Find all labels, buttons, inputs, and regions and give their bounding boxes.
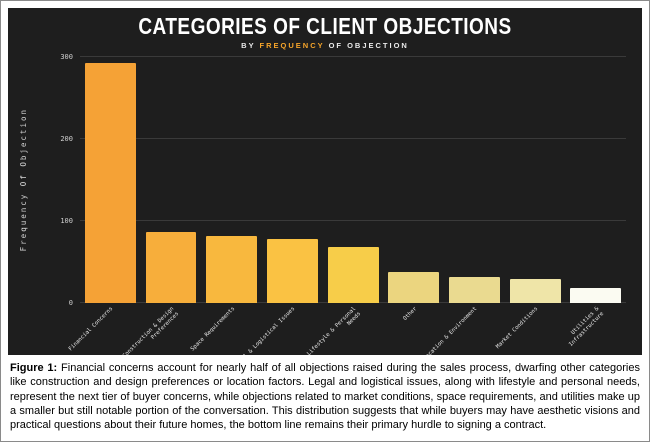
- bar-8: [570, 288, 622, 303]
- bar-2: [206, 235, 258, 303]
- subtitle-highlight: Frequency: [259, 41, 325, 50]
- figure-caption-label: Figure 1:: [10, 362, 58, 374]
- bar-4: [327, 247, 379, 303]
- bar-3: [266, 239, 318, 303]
- figure-caption-text: Financial concerns account for nearly ha…: [10, 362, 640, 432]
- bar-slot: [444, 57, 505, 303]
- bars: [80, 57, 626, 303]
- y-tick-label-300: 300: [60, 53, 73, 61]
- subtitle-prefix: By: [241, 41, 260, 50]
- y-axis-label: Frequency Of Objection: [18, 108, 28, 252]
- gridline-100: [80, 220, 626, 221]
- y-tick-label-200: 200: [60, 135, 73, 143]
- bar-slot: [262, 57, 323, 303]
- x-tick-label-2: Space Requirements: [189, 306, 236, 353]
- bar-0: [84, 62, 136, 303]
- bar-slot: [201, 57, 262, 303]
- bar-slot: [80, 57, 141, 303]
- figure-caption: Figure 1: Financial concerns account for…: [8, 355, 642, 432]
- bar-slot: [141, 57, 202, 303]
- x-tick-label-1: Construction & Design Preferences: [121, 306, 180, 355]
- x-tick-wrap: Utilities & Infrastructure: [512, 306, 605, 348]
- y-tick-label-0: 0: [68, 299, 73, 307]
- bar-5: [388, 271, 440, 303]
- subtitle-suffix: of Objection: [324, 41, 409, 50]
- bar-1: [145, 232, 197, 303]
- x-tick-label-6: Location & Environment: [422, 306, 479, 355]
- chart-subtitle: By Frequency of Objection: [8, 41, 642, 50]
- x-tick-label-4: Lifestyle & Personal Needs: [306, 306, 362, 355]
- bar-slot: [323, 57, 384, 303]
- chart-title: Categories of Client Objections: [138, 14, 512, 40]
- chart-panel: Categories of Client Objections By Frequ…: [8, 8, 642, 355]
- gridline-200: [80, 138, 626, 139]
- x-tick-label-5: Other: [401, 306, 418, 322]
- gridline-300: [80, 56, 626, 57]
- bar-7: [509, 279, 561, 303]
- y-tick-label-100: 100: [60, 217, 73, 225]
- plot-area: Financial Concerns Construction & Design …: [60, 53, 626, 355]
- bar-slot: [383, 57, 444, 303]
- bar-slot: [505, 57, 566, 303]
- bar-6: [448, 276, 500, 303]
- x-tick-label-8: Utilities & Infrastructure: [567, 306, 605, 348]
- bar-slot: [565, 57, 626, 303]
- x-labels: Financial Concerns Construction & Design …: [68, 306, 626, 355]
